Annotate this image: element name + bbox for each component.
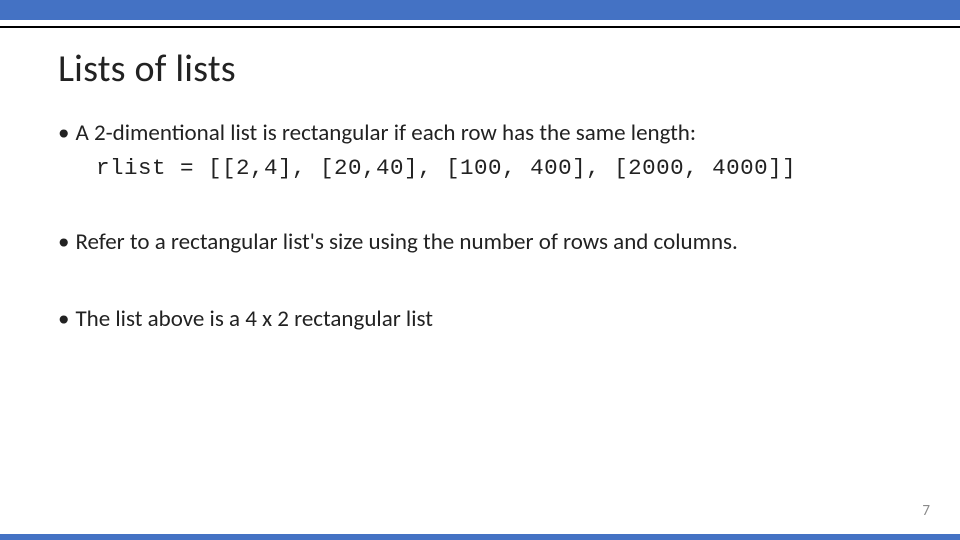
bullet-1: • A 2-dimentional list is rectangular if… [58, 118, 902, 183]
slide-title: Lists of lists [58, 46, 902, 92]
bullet-2-text: Refer to a rectangular list's size using… [75, 227, 737, 258]
bullet-3: • The list above is a 4 x 2 rectangular … [58, 304, 902, 335]
bullet-2: • Refer to a rectangular list's size usi… [58, 227, 902, 258]
bullet-3-text: The list above is a 4 x 2 rectangular li… [75, 304, 432, 335]
bullet-dot-icon: • [58, 118, 69, 149]
bottom-accent-bar [0, 534, 960, 540]
page-number: 7 [922, 502, 930, 520]
bullet-1-code: rlist = [[2,4], [20,40], [100, 400], [20… [96, 153, 902, 183]
slide-content: Lists of lists • A 2-dimentional list is… [0, 28, 960, 336]
bullet-1-text: A 2-dimentional list is rectangular if e… [75, 118, 696, 149]
bullet-dot-icon: • [58, 227, 69, 258]
bullet-dot-icon: • [58, 304, 69, 335]
top-accent-bar [0, 0, 960, 20]
